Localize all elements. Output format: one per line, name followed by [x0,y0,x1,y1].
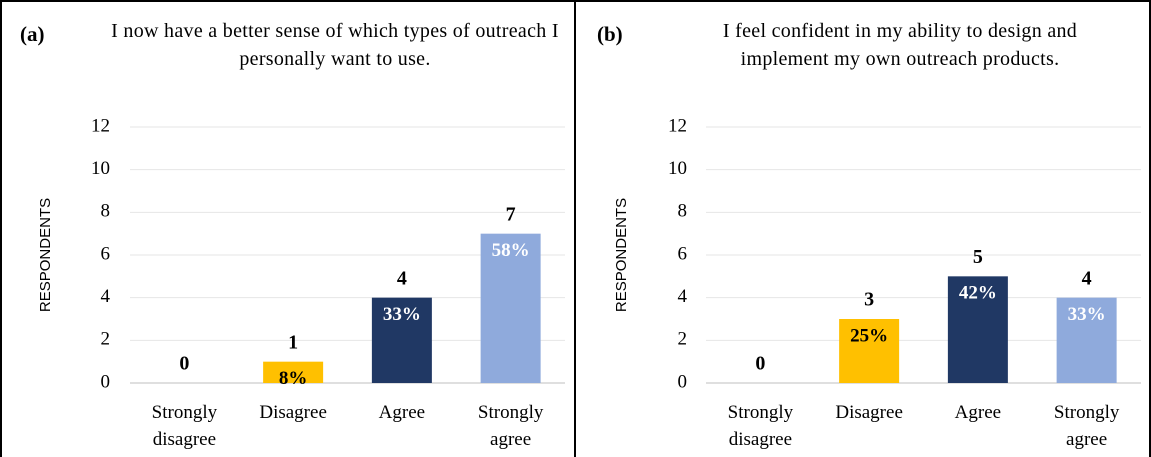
y-tick-label: 6 [678,243,688,264]
value-label: 0 [755,353,765,375]
value-label: 4 [1082,267,1092,289]
y-tick-label: 2 [678,329,688,350]
percent-label: 33% [383,304,421,325]
value-label: 0 [179,353,189,375]
percent-label: 33% [1068,304,1106,325]
value-label: 7 [506,203,516,225]
panel-label: (b) [597,22,623,46]
chart-title: I now have a better sense of which types… [111,20,559,70]
bar [371,297,432,383]
y-axis-label: RESPONDENTS [613,198,630,312]
x-tick-label: Strongly disagree [151,402,218,450]
y-tick-label: 0 [678,371,688,392]
chart-title: I feel confident in my ability to design… [722,20,1078,70]
y-tick-label: 12 [668,115,687,136]
percent-label: 8% [279,368,308,389]
y-tick-label: 10 [668,158,687,179]
y-tick-label: 6 [101,243,111,264]
x-tick-label: Strongly agree [1053,402,1120,450]
bar [480,233,541,383]
y-axis-label: RESPONDENTS [37,198,54,312]
y-tick-label: 12 [91,115,110,136]
x-tick-label: Agree [954,402,1002,423]
y-tick-label: 4 [101,286,111,307]
y-tick-label: 8 [678,201,688,222]
y-tick-label: 4 [678,286,688,307]
percent-label: 58% [492,240,530,261]
percent-label: 42% [959,283,997,304]
x-tick-label: Disagree [835,402,903,423]
bar [947,276,1008,383]
bar [263,361,324,383]
x-tick-label: Strongly disagree [727,402,794,450]
value-label: 5 [973,246,983,268]
x-tick-label: Strongly agree [477,402,544,450]
bar [839,319,900,383]
y-tick-label: 0 [101,371,111,392]
x-tick-label: Agree [378,402,426,423]
percent-label: 25% [850,325,888,346]
bar [1056,297,1117,383]
value-label: 3 [864,289,874,311]
x-tick-label: Disagree [259,402,327,423]
y-tick-label: 2 [101,329,111,350]
value-label: 1 [288,331,298,353]
panel-label: (a) [20,22,45,46]
y-tick-label: 10 [91,158,110,179]
y-tick-label: 8 [101,201,111,222]
value-label: 4 [397,267,407,289]
